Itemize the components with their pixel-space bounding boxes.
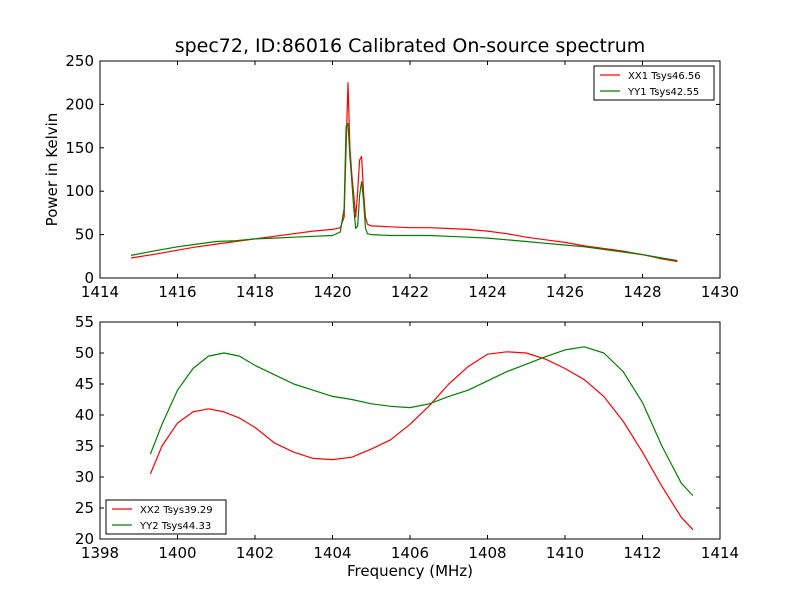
y-tick-label: 45 [75, 375, 94, 393]
legend-entry: YY1 Tsys42.55 [627, 87, 699, 98]
x-tick-label: 1414 [701, 544, 739, 562]
y-tick-label: 250 [65, 52, 94, 70]
series-line-2 [149, 346, 694, 497]
y-tick-label: 50 [75, 344, 94, 362]
y-tick-label: 20 [75, 530, 94, 548]
x-tick-label: 1424 [468, 283, 506, 301]
y-tick-label: 30 [75, 468, 94, 486]
series-line-1 [149, 351, 694, 531]
bottom-panel: 1398 1400 1402 1404 1406 1408 1410 1412 1414 20 25… [75, 313, 739, 580]
x-axis-label: Frequency (MHz) [347, 562, 473, 580]
x-tick-label: 1412 [623, 544, 661, 562]
y-tick-label: 100 [65, 182, 94, 200]
x-tick-label: 1404 [313, 544, 351, 562]
legend-entry: XX2 Tsys39.29 [140, 505, 213, 516]
x-tick-label: 1420 [313, 283, 351, 301]
legend: XX1 Tsys46.56 YY1 Tsys42.55 [593, 65, 715, 101]
y-tick-label: 50 [75, 226, 94, 244]
x-tick-label: 1398 [81, 544, 119, 562]
y-tick-label: 35 [75, 437, 94, 455]
x-tick-label: 1422 [391, 283, 429, 301]
x-tick-label: 1402 [236, 544, 274, 562]
x-tick-label: 1400 [158, 544, 196, 562]
x-tick-label: 1428 [623, 283, 661, 301]
x-tick-label: 1406 [391, 544, 429, 562]
legend-box [593, 65, 715, 101]
legend-box [105, 499, 227, 535]
x-tick-label: 1430 [701, 283, 739, 301]
x-tick-label: 1410 [546, 544, 584, 562]
chart-title: spec72, ID:86016 Calibrated On-source sp… [175, 35, 646, 57]
series-line-2 [130, 122, 678, 262]
x-tick-label: 1416 [158, 283, 196, 301]
top-panel: 1414 1416 1418 1420 1422 1424 1426 1428 1430 0 50 1… [43, 52, 739, 301]
y-tick-label: 200 [65, 95, 94, 113]
y-axis-label: Power in Kelvin [43, 113, 61, 227]
legend: XX2 Tsys39.29 YY2 Tsys44.33 [105, 499, 227, 535]
y-tick-label: 150 [65, 139, 94, 157]
y-tick-label: 0 [84, 269, 94, 287]
legend-entry: YY2 Tsys44.33 [139, 521, 211, 532]
y-tick-label: 40 [75, 406, 94, 424]
x-tick-label: 1414 [81, 283, 119, 301]
x-tick-label: 1408 [468, 544, 506, 562]
x-tick-label: 1418 [236, 283, 274, 301]
x-tick-label: 1426 [546, 283, 584, 301]
y-tick-label: 55 [75, 313, 94, 331]
series-line-1 [130, 82, 678, 263]
y-tick-label: 25 [75, 499, 94, 517]
legend-entry: XX1 Tsys46.56 [628, 71, 701, 82]
